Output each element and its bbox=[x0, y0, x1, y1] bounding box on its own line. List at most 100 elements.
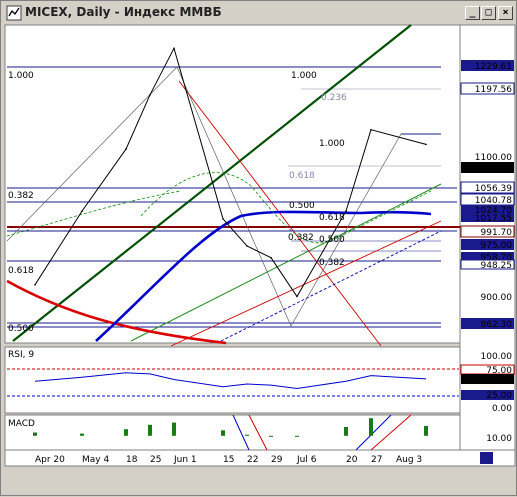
trend-channel-line bbox=[12, 24, 412, 342]
fib-label: 0.382 bbox=[288, 233, 314, 243]
price-point bbox=[425, 143, 427, 146]
date-tick: 25 bbox=[150, 455, 161, 465]
title-bar[interactable]: MICEX, Daily - Индекс ММВБ _ □ × bbox=[3, 3, 514, 23]
price-tick: 1017.55 bbox=[475, 214, 512, 224]
date-tick: Apr 20 bbox=[35, 455, 65, 465]
price-point bbox=[125, 148, 127, 150]
rsi-line bbox=[34, 372, 427, 390]
date-tick: 20 bbox=[346, 455, 358, 465]
price-tick: 1056.39 bbox=[475, 184, 512, 194]
price-point bbox=[149, 94, 151, 96]
rsi-tick: 0.00 bbox=[492, 404, 512, 414]
macd-bar bbox=[172, 422, 176, 436]
envelope-line bbox=[140, 172, 432, 244]
macd-line bbox=[370, 414, 412, 451]
rsi-tick: 59.08 bbox=[486, 375, 512, 385]
macd-bar bbox=[269, 435, 273, 437]
price-tag-highlight bbox=[461, 60, 514, 71]
date-tick: May 4 bbox=[82, 455, 109, 465]
date-tick: 22 bbox=[247, 455, 258, 465]
rsi-tag-current bbox=[461, 374, 514, 384]
fib-label: 0.236 bbox=[321, 93, 347, 103]
macd-bar bbox=[33, 432, 37, 436]
macd-bar bbox=[369, 418, 373, 436]
fib-label: 1.000 bbox=[8, 71, 34, 81]
date-tick: Jul 6 bbox=[296, 455, 317, 465]
macd-bar bbox=[124, 429, 128, 436]
price-tick: 1086.41 bbox=[475, 164, 512, 174]
rsi-series bbox=[34, 372, 427, 390]
fib-fan-line bbox=[220, 230, 442, 342]
macd-signal-line bbox=[355, 414, 392, 451]
rsi-title: RSI, 9 bbox=[8, 350, 34, 360]
fib-fan-line bbox=[6, 66, 402, 327]
fib-fan-line bbox=[170, 220, 442, 347]
fib-label: 0.618 bbox=[8, 266, 34, 276]
macd-line bbox=[248, 414, 268, 451]
fib-fan-line bbox=[178, 80, 382, 347]
price-tick: 862.30 bbox=[481, 320, 513, 330]
scroll-to-end-icon[interactable] bbox=[480, 452, 493, 464]
macd-bar bbox=[221, 430, 225, 436]
moving-average-blue bbox=[95, 210, 432, 342]
window-title: MICEX, Daily - Индекс ММВБ bbox=[25, 5, 222, 19]
minimize-button[interactable]: _ bbox=[465, 6, 480, 20]
price-point bbox=[246, 245, 248, 247]
fib-label: 1.000 bbox=[319, 139, 345, 149]
macd-tag-box bbox=[461, 446, 514, 447]
price-tag-highlight bbox=[461, 252, 514, 262]
macd-bar bbox=[424, 425, 428, 436]
price-axis: 1229.61 1197.56 1100.00 1086.41 1056.39 … bbox=[460, 60, 515, 330]
price-tag-highlight bbox=[461, 239, 514, 250]
price-tag-box bbox=[460, 259, 515, 270]
maximize-button[interactable]: □ bbox=[481, 6, 496, 20]
macd-tick: 10.00 bbox=[486, 434, 512, 444]
price-tick: 900.00 bbox=[481, 293, 513, 303]
price-point bbox=[270, 256, 272, 259]
price-tick: 958.70 bbox=[481, 253, 513, 263]
price-tag-box bbox=[460, 82, 515, 95]
price-tick: 991.70 bbox=[481, 228, 513, 238]
price-tag-highlight bbox=[461, 214, 514, 222]
macd-bar bbox=[344, 427, 348, 436]
rsi-panel[interactable] bbox=[4, 346, 461, 414]
price-drawings bbox=[6, 24, 460, 347]
price-tick: 1040.78 bbox=[475, 196, 512, 206]
rsi-tick: 25.00 bbox=[486, 391, 512, 401]
moving-average-red bbox=[6, 279, 227, 345]
macd-histogram bbox=[33, 418, 428, 437]
price-tick: 1100.00 bbox=[475, 153, 512, 163]
price-point bbox=[34, 284, 36, 286]
date-tick: Aug 3 bbox=[396, 455, 422, 465]
fib-label: 0.382 bbox=[319, 258, 345, 268]
fib-label: 1.000 bbox=[291, 71, 317, 81]
price-line bbox=[34, 46, 427, 298]
fib-label: 0.618 bbox=[319, 213, 345, 223]
chart-app-icon bbox=[6, 5, 22, 21]
date-tick: Jun 1 bbox=[173, 455, 197, 465]
macd-bar bbox=[295, 435, 299, 437]
date-tick: 15 bbox=[223, 455, 234, 465]
rsi-tag-box bbox=[461, 390, 514, 400]
price-point bbox=[173, 47, 175, 50]
price-tick: 1229.61 bbox=[475, 62, 512, 72]
rsi-tick: 100.00 bbox=[481, 352, 513, 362]
price-point bbox=[345, 210, 347, 212]
price-point bbox=[370, 128, 372, 131]
price-tick: 1197.56 bbox=[475, 85, 512, 95]
date-axis-panel bbox=[4, 449, 516, 467]
price-tick: 948.25 bbox=[481, 261, 513, 271]
price-tick: 1024.70 bbox=[475, 206, 512, 216]
close-button[interactable]: × bbox=[498, 6, 513, 20]
date-tick: 18 bbox=[126, 455, 138, 465]
fib-label: 0.382 bbox=[8, 191, 34, 201]
price-tag-box bbox=[460, 225, 515, 238]
trend-channel-line bbox=[130, 183, 442, 342]
price-tag-highlight bbox=[461, 318, 514, 329]
price-tick: 975.00 bbox=[481, 241, 513, 251]
fib-label: 0.500 bbox=[319, 235, 345, 245]
date-axis: Apr 20 May 4 18 25 Jun 1 15 22 29 Jul 6 … bbox=[35, 455, 422, 465]
fib-label: 0.500 bbox=[8, 324, 34, 334]
price-panel[interactable] bbox=[4, 24, 461, 344]
